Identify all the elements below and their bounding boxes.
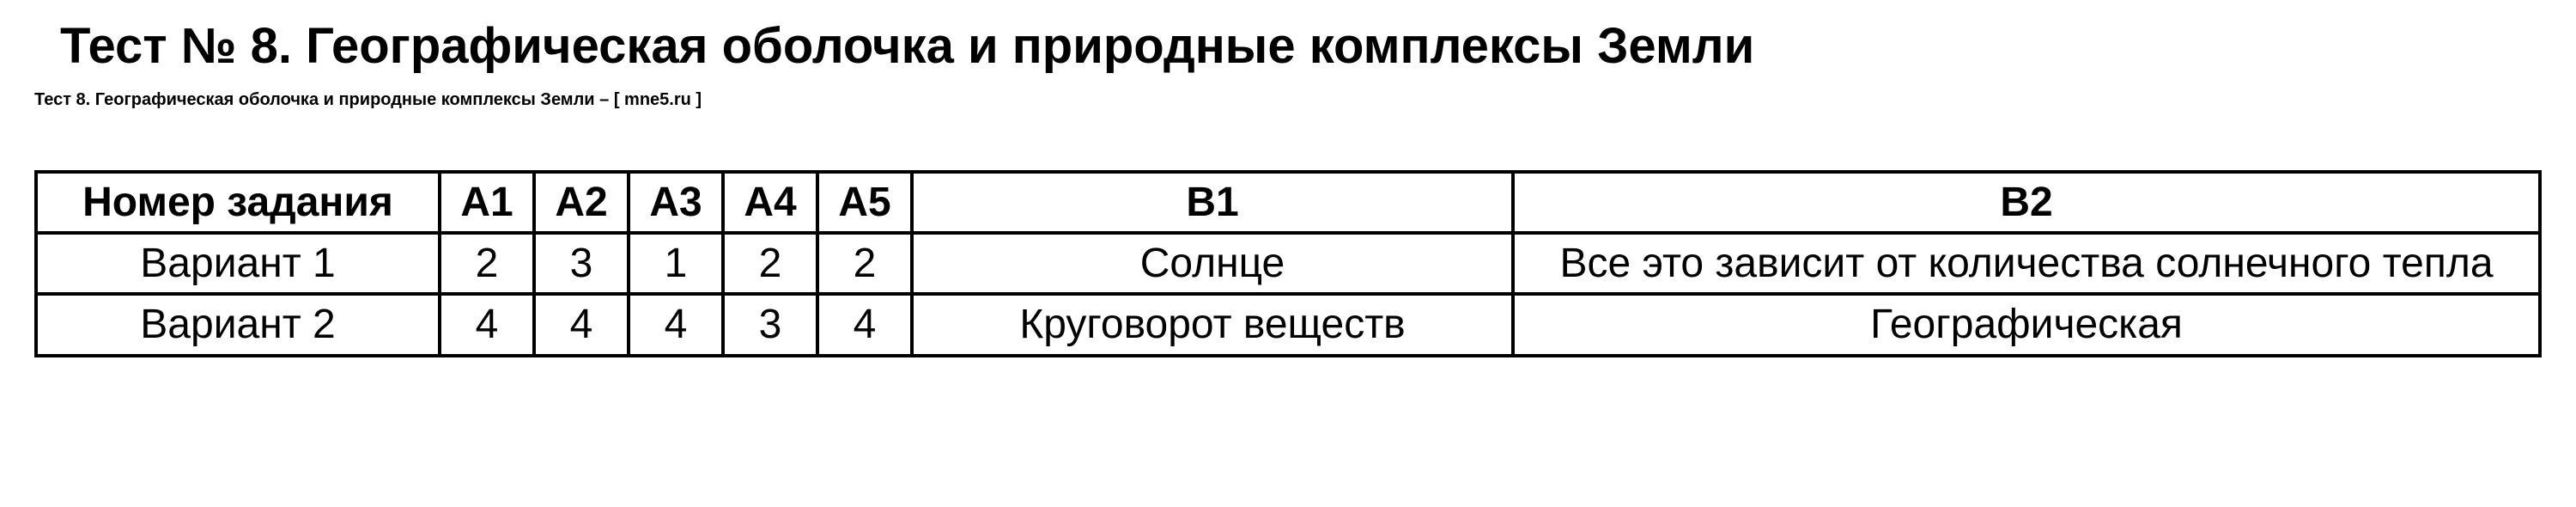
page-subtitle: Тест 8. Географическая оболочка и природ… — [34, 90, 2542, 110]
col-a4: А4 — [723, 172, 817, 233]
page-title: Тест № 8. Географическая оболочка и прир… — [60, 17, 2542, 75]
cell-a5: 4 — [817, 294, 912, 355]
col-a2: А2 — [534, 172, 629, 233]
cell-a3: 4 — [629, 294, 723, 355]
table-row: Вариант 1 2 3 1 2 2 Солнце Все это завис… — [36, 233, 2540, 294]
cell-a1: 4 — [440, 294, 534, 355]
table-row: Вариант 2 4 4 4 3 4 Круговорот веществ Г… — [36, 294, 2540, 355]
cell-b2: Все это зависит от количества солнечного… — [1513, 233, 2540, 294]
row-label: Вариант 2 — [36, 294, 440, 355]
col-a3: А3 — [629, 172, 723, 233]
col-task: Номер задания — [36, 172, 440, 233]
table-header-row: Номер задания А1 А2 А3 А4 А5 В1 В2 — [36, 172, 2540, 233]
cell-a2: 4 — [534, 294, 629, 355]
col-a5: А5 — [817, 172, 912, 233]
cell-a5: 2 — [817, 233, 912, 294]
col-b2: В2 — [1513, 172, 2540, 233]
cell-a3: 1 — [629, 233, 723, 294]
cell-b2: Географическая — [1513, 294, 2540, 355]
row-label: Вариант 1 — [36, 233, 440, 294]
cell-b1: Солнце — [912, 233, 1513, 294]
cell-a1: 2 — [440, 233, 534, 294]
page: Тест № 8. Географическая оболочка и прир… — [0, 0, 2576, 392]
cell-a4: 2 — [723, 233, 817, 294]
col-a1: А1 — [440, 172, 534, 233]
answers-table: Номер задания А1 А2 А3 А4 А5 В1 В2 Вариа… — [34, 170, 2542, 357]
cell-b1: Круговорот веществ — [912, 294, 1513, 355]
col-b1: В1 — [912, 172, 1513, 233]
cell-a4: 3 — [723, 294, 817, 355]
cell-a2: 3 — [534, 233, 629, 294]
